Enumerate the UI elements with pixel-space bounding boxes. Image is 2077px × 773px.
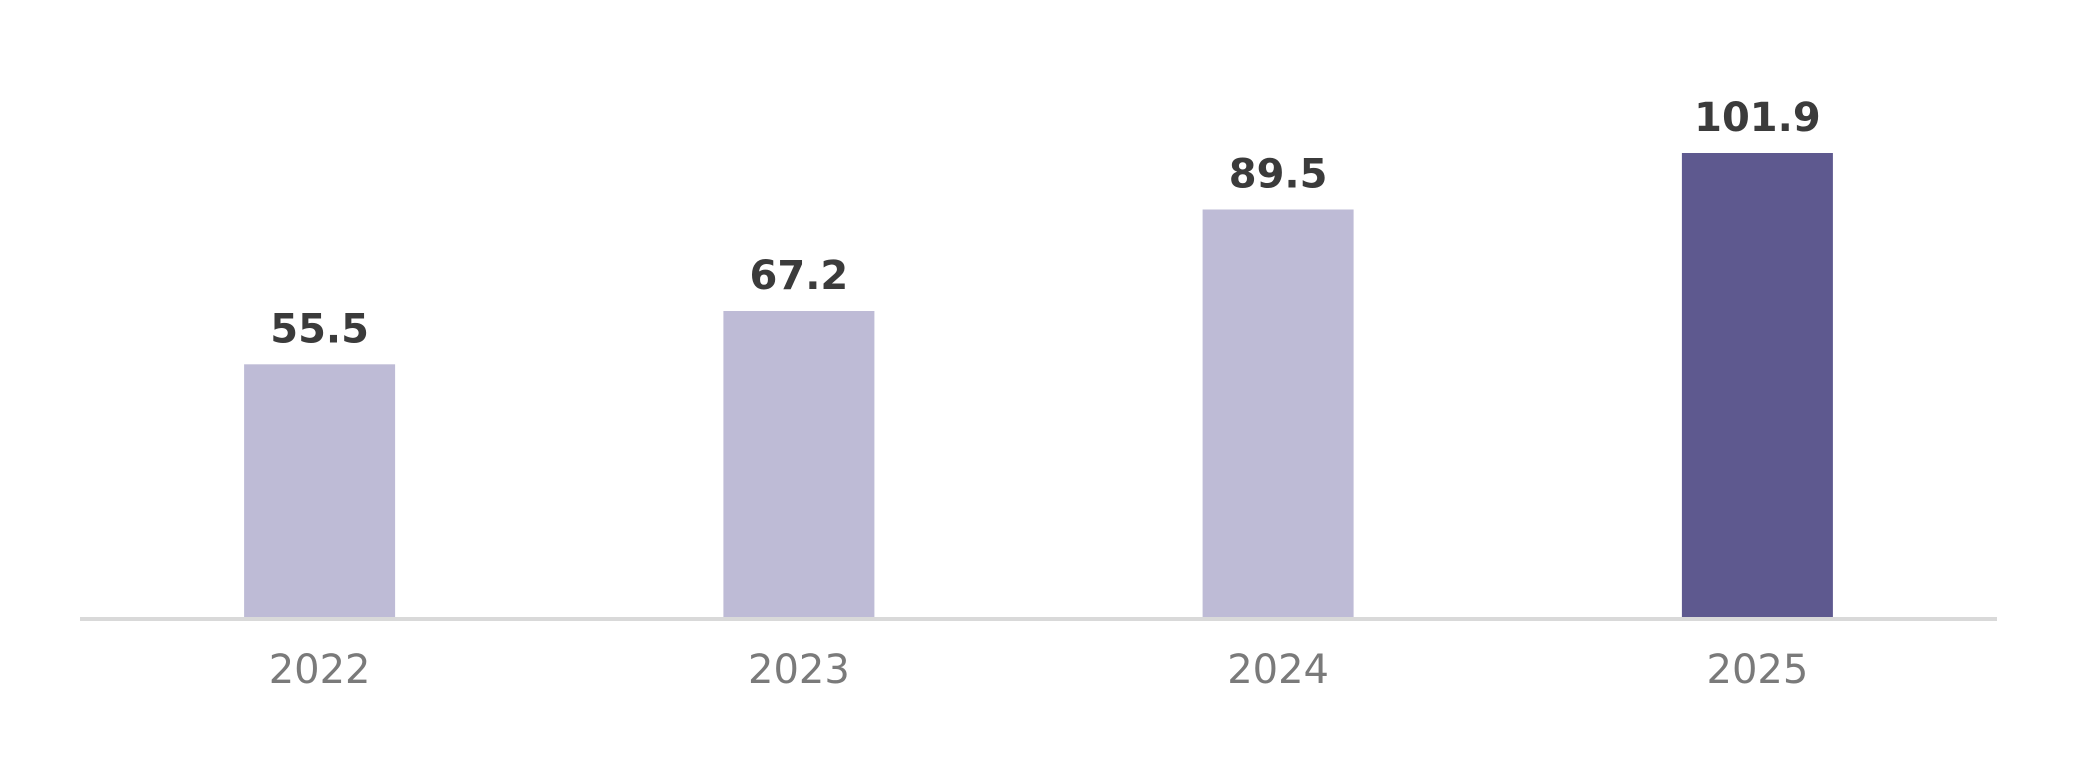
x-tick-label-2024: 2024 <box>1227 647 1329 693</box>
bar-2022 <box>244 364 396 617</box>
value-labels-group: 55.5 67.2 89.5 101.9 <box>270 95 1820 352</box>
data-label-2024: 89.5 <box>1229 152 1328 198</box>
x-tick-labels-group: 2022 2023 2024 2025 <box>269 647 1809 693</box>
data-label-2023: 67.2 <box>750 253 849 299</box>
x-tick-label-2025: 2025 <box>1707 647 1809 693</box>
data-label-2022: 55.5 <box>270 306 369 352</box>
data-label-2025: 101.9 <box>1694 95 1821 141</box>
bar-2025 <box>1681 153 1833 617</box>
x-tick-label-2023: 2023 <box>748 647 850 693</box>
bar-2024 <box>1202 209 1354 617</box>
x-tick-label-2022: 2022 <box>269 647 371 693</box>
bars-group <box>244 153 1833 617</box>
bar-2023 <box>723 311 875 617</box>
